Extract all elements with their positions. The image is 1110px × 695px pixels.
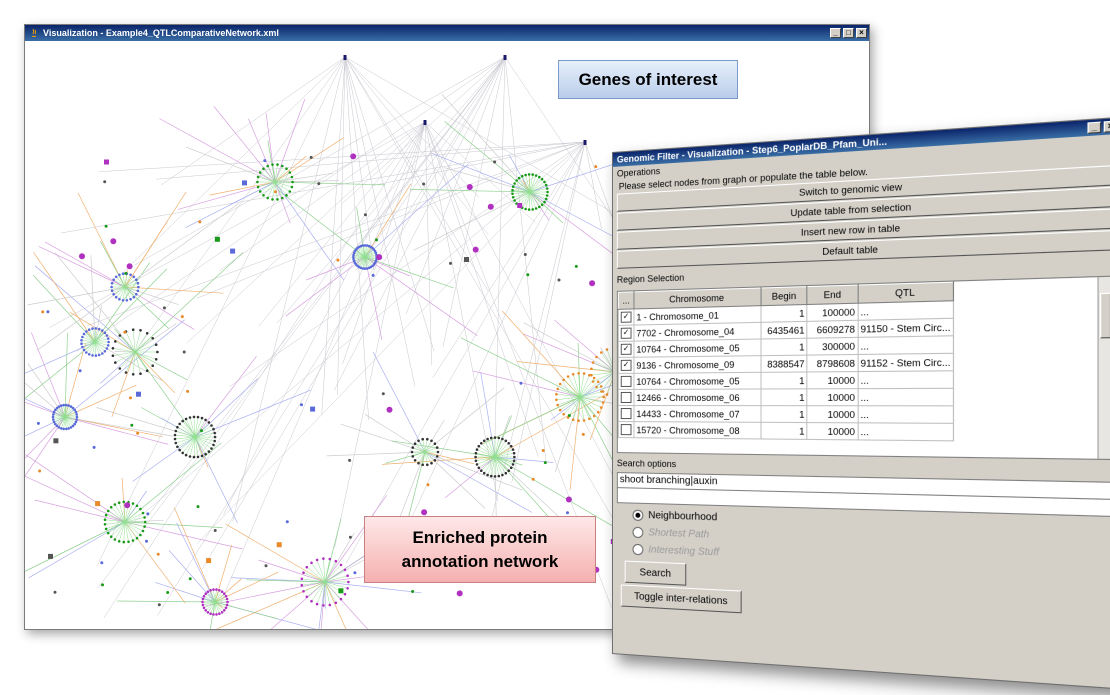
dialog-minimize-button[interactable]: _ xyxy=(1087,122,1101,134)
row-checkbox[interactable] xyxy=(618,422,634,438)
genomic-filter-dialog: Genomic Filter - Visualization - Step6_P… xyxy=(612,117,1110,687)
col-select-header[interactable]: ... xyxy=(618,292,634,310)
cell-chromosome[interactable]: 9136 - Chromosome_09 xyxy=(634,356,761,374)
table-row[interactable]: 12466 - Chromosome_06 1 10000... xyxy=(618,388,953,406)
region-table: ... Chromosome Begin End QTL ✓ 1 - Chromo… xyxy=(617,276,1110,461)
cell-qtl[interactable]: ... xyxy=(858,423,954,441)
enriched-callout-line1: Enriched protein xyxy=(402,526,559,550)
cell-chromosome[interactable]: 10764 - Chromosome_05 xyxy=(634,339,761,357)
row-checkbox[interactable]: ✓ xyxy=(618,341,634,357)
checkbox[interactable]: ✓ xyxy=(621,312,632,323)
row-checkbox[interactable]: ✓ xyxy=(618,309,634,325)
checkbox[interactable]: ✓ xyxy=(621,328,632,339)
cell-begin[interactable]: 6435461 xyxy=(761,321,807,339)
cell-qtl[interactable]: ... xyxy=(858,406,954,424)
cell-qtl[interactable]: ... xyxy=(858,388,954,406)
cell-chromosome[interactable]: 15720 - Chromosome_08 xyxy=(634,422,761,439)
row-checkbox[interactable] xyxy=(618,406,634,422)
genes-of-interest-callout: Genes of interest xyxy=(558,60,738,99)
java-icon xyxy=(29,28,39,38)
radio-label: Interesting Stuff xyxy=(648,544,719,558)
cell-begin[interactable]: 1 xyxy=(761,338,807,355)
row-checkbox[interactable]: ✓ xyxy=(618,357,634,373)
visualization-title-bar[interactable]: Visualization - Example4_QTLComparativeN… xyxy=(25,25,869,41)
col-begin-header[interactable]: Begin xyxy=(761,287,807,306)
toggle-inter-relations-button[interactable]: Toggle inter-relations xyxy=(621,584,742,613)
cell-qtl[interactable]: ... xyxy=(858,301,954,321)
col-qtl-header[interactable]: QTL xyxy=(858,282,954,303)
search-button[interactable]: Search xyxy=(625,561,687,586)
scrollbar-thumb[interactable] xyxy=(1100,293,1110,339)
cell-begin[interactable]: 1 xyxy=(761,389,807,406)
cell-end[interactable]: 8798608 xyxy=(807,354,858,371)
radio-label: Neighbourhood xyxy=(648,510,717,523)
close-button[interactable]: × xyxy=(856,28,867,38)
cell-begin[interactable]: 1 xyxy=(761,372,807,389)
checkbox[interactable] xyxy=(621,424,632,435)
radio-label: Shortest Path xyxy=(648,527,709,540)
cell-end[interactable]: 100000 xyxy=(807,303,858,321)
enriched-network-callout: Enriched protein annotation network xyxy=(364,516,596,583)
cell-end[interactable]: 10000 xyxy=(807,389,858,406)
cell-begin[interactable]: 1 xyxy=(761,406,807,423)
radio-dot xyxy=(632,544,643,556)
checkbox[interactable]: ✓ xyxy=(621,360,632,371)
table-row[interactable]: 14433 - Chromosome_07 1 10000... xyxy=(618,406,953,424)
cell-end[interactable]: 10000 xyxy=(807,406,858,423)
dialog-close-button[interactable]: × xyxy=(1104,120,1110,132)
visualization-title: Visualization - Example4_QTLComparativeN… xyxy=(43,28,830,38)
cell-end[interactable]: 6609278 xyxy=(807,320,858,338)
checkbox[interactable] xyxy=(621,392,632,403)
cell-qtl[interactable]: ... xyxy=(858,336,954,355)
cell-end[interactable]: 10000 xyxy=(807,372,858,389)
checkbox[interactable] xyxy=(621,376,632,387)
checkbox[interactable]: ✓ xyxy=(621,344,632,355)
row-checkbox[interactable] xyxy=(618,389,634,405)
cell-begin[interactable]: 1 xyxy=(761,304,807,322)
cell-chromosome[interactable]: 10764 - Chromosome_05 xyxy=(634,372,761,389)
cell-begin[interactable]: 8388547 xyxy=(761,355,807,372)
cell-chromosome[interactable]: 12466 - Chromosome_06 xyxy=(634,389,761,406)
enriched-callout-line2: annotation network xyxy=(402,550,559,574)
cell-qtl[interactable]: ... xyxy=(858,371,954,389)
table-row[interactable]: 10764 - Chromosome_05 1 10000... xyxy=(618,371,953,390)
cell-end[interactable]: 300000 xyxy=(807,337,858,355)
row-checkbox[interactable] xyxy=(618,373,634,389)
table-scrollbar[interactable] xyxy=(1097,277,1110,459)
cell-chromosome[interactable]: 14433 - Chromosome_07 xyxy=(634,406,761,423)
minimize-button[interactable]: _ xyxy=(830,28,841,38)
cell-qtl[interactable]: 91150 - Stem Circ... xyxy=(858,318,954,337)
col-end-header[interactable]: End xyxy=(807,285,858,304)
cell-qtl[interactable]: 91152 - Stem Circ... xyxy=(858,353,954,371)
cell-begin[interactable]: 1 xyxy=(761,422,807,439)
radio-dot xyxy=(632,510,643,521)
row-checkbox[interactable]: ✓ xyxy=(618,325,634,341)
table-row[interactable]: 15720 - Chromosome_08 1 10000... xyxy=(618,422,953,441)
cell-end[interactable]: 10000 xyxy=(807,423,858,440)
checkbox[interactable] xyxy=(621,408,632,419)
maximize-button[interactable]: □ xyxy=(843,28,854,38)
radio-dot xyxy=(632,527,643,538)
